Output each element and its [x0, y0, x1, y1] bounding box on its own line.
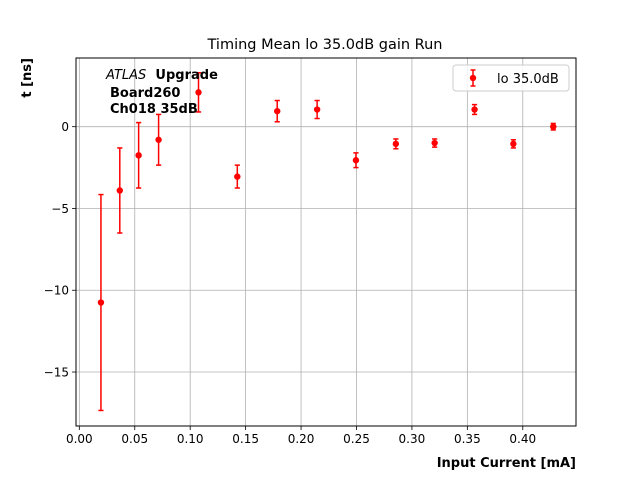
data-point [195, 89, 202, 96]
data-point [431, 139, 438, 147]
channel-label: Ch018 35dB [110, 102, 198, 117]
chart-title: Timing Mean lo 35.0dB gain Run [207, 37, 443, 53]
x-tick-label: 0.30 [399, 432, 426, 446]
board-label: Board260 [110, 86, 180, 101]
x-tick-label: 0.20 [288, 432, 315, 446]
svg-text:ATLAS Upgrade: ATLAS Upgrade [105, 68, 218, 83]
data-point [135, 152, 142, 159]
x-tick-label: 0.00 [66, 432, 93, 446]
y-tick-label: −15 [44, 366, 69, 380]
x-tick-label: 0.10 [177, 432, 204, 446]
x-tick-label: 0.25 [343, 432, 370, 446]
x-axis-label: Input Current [mA] [437, 456, 576, 471]
data-point [392, 140, 400, 148]
y-axis-ticks: −15 −10 −5 0 [44, 120, 76, 380]
legend-marker [469, 74, 477, 82]
data-point [116, 187, 123, 194]
legend: lo 35.0dB [452, 64, 570, 92]
y-axis-label: t [ns] [20, 58, 35, 98]
data-point [97, 299, 105, 306]
data-point [313, 106, 321, 113]
atlas-label: ATLAS [105, 68, 146, 83]
data-point [274, 107, 281, 115]
data-point [471, 106, 478, 113]
atlas-annotation: ATLAS Upgrade Board260 Ch018 35dB [105, 68, 218, 117]
x-tick-label: 0.35 [454, 432, 481, 446]
upgrade-label: Upgrade [155, 68, 218, 83]
data-point [155, 136, 162, 143]
data-point [550, 123, 557, 130]
legend-frame [452, 64, 570, 92]
y-tick-label: −10 [44, 284, 69, 298]
x-tick-label: 0.15 [232, 432, 259, 446]
x-axis-ticks: 0.00 0.05 0.10 0.15 0.20 0.25 0.30 0.35 0.40 [66, 426, 536, 446]
data-point [510, 140, 517, 148]
data-point [352, 157, 360, 164]
y-tick-label: 0 [61, 120, 69, 134]
legend-label: lo 35.0dB [497, 72, 559, 87]
grid [76, 58, 576, 426]
data-series [97, 71, 557, 412]
x-tick-label: 0.40 [509, 432, 536, 446]
plot-area-frame [75, 57, 577, 427]
data-point [234, 173, 241, 180]
x-tick-label: 0.05 [121, 432, 148, 446]
y-tick-label: −5 [51, 202, 69, 216]
